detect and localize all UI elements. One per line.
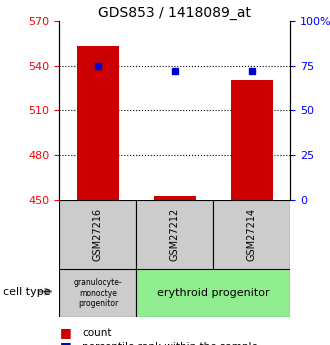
Text: granulocyte-
monoctye
progenitor: granulocyte- monoctye progenitor	[74, 278, 122, 308]
Text: cell type: cell type	[3, 287, 51, 296]
Title: GDS853 / 1418089_at: GDS853 / 1418089_at	[98, 6, 251, 20]
Text: ■: ■	[59, 326, 71, 339]
Bar	[59, 269, 136, 317]
Text: ■: ■	[59, 340, 71, 345]
Bar	[136, 200, 214, 269]
Text: count: count	[82, 328, 112, 338]
Text: GSM27216: GSM27216	[93, 208, 103, 261]
Bar	[77, 46, 119, 200]
Text: erythroid progenitor: erythroid progenitor	[157, 288, 270, 298]
Bar	[214, 200, 290, 269]
Text: percentile rank within the sample: percentile rank within the sample	[82, 342, 258, 345]
Bar	[154, 196, 196, 200]
Text: GSM27214: GSM27214	[247, 208, 257, 261]
Bar	[136, 269, 290, 317]
Bar	[231, 80, 273, 200]
Text: GSM27212: GSM27212	[170, 208, 180, 261]
Bar	[59, 200, 136, 269]
